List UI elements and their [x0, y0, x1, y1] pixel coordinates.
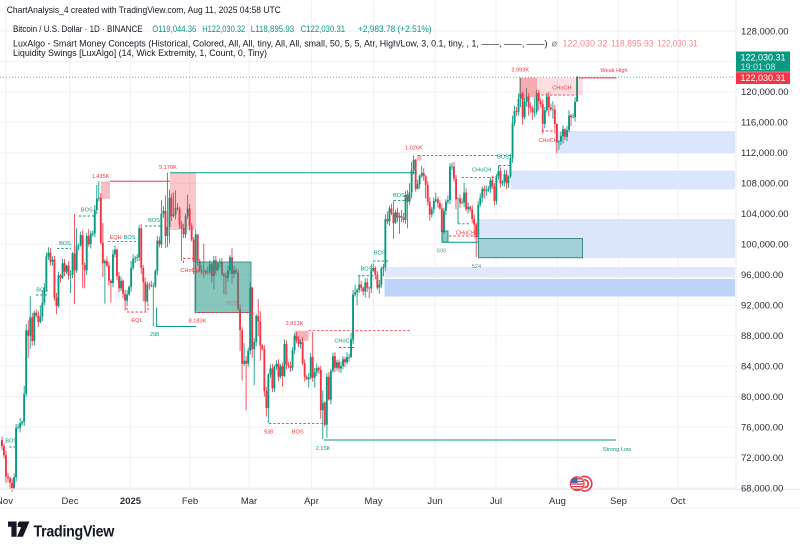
svg-text:108,000.00: 108,000.00 — [741, 179, 789, 190]
svg-text:8.183K: 8.183K — [189, 319, 207, 325]
svg-text:Jul: Jul — [490, 496, 502, 507]
svg-text:122,030.31: 122,030.31 — [657, 38, 698, 49]
svg-text:+2,983.78 (+2.51%): +2,983.78 (+2.51%) — [358, 24, 432, 35]
svg-text:122,030.31: 122,030.31 — [741, 53, 786, 63]
svg-text:Apr: Apr — [304, 496, 319, 507]
svg-text:96,000.00: 96,000.00 — [741, 270, 783, 281]
svg-text:BOS: BOS — [124, 235, 136, 241]
svg-text:118,895.93: 118,895.93 — [611, 38, 654, 49]
svg-text:BOS: BOS — [393, 193, 405, 199]
svg-text:CHoCH: CHoCH — [456, 231, 475, 237]
svg-text:L118,895.93: L118,895.93 — [251, 24, 295, 35]
svg-text:80,000.00: 80,000.00 — [741, 392, 783, 403]
svg-text:BOS: BOS — [497, 155, 509, 161]
svg-text:CHoCH: CHoCH — [552, 86, 571, 92]
svg-text:Nov: Nov — [0, 496, 13, 507]
svg-text:BOS: BOS — [81, 208, 93, 214]
svg-text:CHoCH: CHoCH — [472, 168, 491, 174]
svg-text:2.15K: 2.15K — [316, 446, 331, 452]
svg-text:104,000.00: 104,000.00 — [741, 209, 789, 220]
svg-text:EQL: EQL — [131, 318, 142, 324]
svg-text:Sep: Sep — [610, 496, 627, 507]
svg-text:76,000.00: 76,000.00 — [741, 422, 783, 433]
svg-text:1.026K: 1.026K — [405, 146, 423, 152]
svg-text:Bitcoin / U.S. Dollar · 1D · B: Bitcoin / U.S. Dollar · 1D · BINANCE — [13, 24, 143, 35]
svg-text:1.435K: 1.435K — [92, 174, 110, 180]
svg-text:2.813K: 2.813K — [286, 321, 304, 327]
svg-text:2025: 2025 — [120, 496, 142, 507]
svg-text:CHoCH: CHoCH — [180, 268, 199, 274]
svg-text:H122,030.32: H122,030.32 — [202, 24, 245, 35]
svg-text:LuxAlgo - Smart Money Concepts: LuxAlgo - Smart Money Concepts (Historic… — [13, 38, 548, 49]
svg-text:100,000.00: 100,000.00 — [741, 240, 789, 251]
svg-text:68,000.00: 68,000.00 — [741, 483, 783, 494]
svg-text:Jun: Jun — [427, 496, 442, 507]
svg-text:506: 506 — [437, 249, 446, 255]
svg-text:Liquidity Swings [LuxAlgo] (14: Liquidity Swings [LuxAlgo] (14, Wick Ext… — [13, 48, 267, 59]
svg-text:19:01:08: 19:01:08 — [741, 62, 776, 72]
svg-text:C122,030.31: C122,030.31 — [301, 24, 346, 35]
svg-text:116,000.00: 116,000.00 — [741, 118, 788, 129]
svg-text:CHoCH: CHoCH — [538, 138, 557, 144]
svg-text:112,000.00: 112,000.00 — [741, 148, 788, 159]
svg-text:524: 524 — [472, 264, 481, 270]
svg-text:88,000.00: 88,000.00 — [741, 331, 783, 342]
svg-text:TradingView: TradingView — [34, 524, 116, 541]
svg-text:Dec: Dec — [62, 496, 79, 507]
svg-text:Strong Low: Strong Low — [603, 447, 632, 453]
svg-text:BOS: BOS — [361, 267, 373, 273]
svg-text:ChartAnalysis_4 created with T: ChartAnalysis_4 created with TradingView… — [7, 5, 281, 16]
svg-text:BOS: BOS — [59, 241, 71, 247]
svg-text:BOS: BOS — [5, 439, 17, 445]
svg-text:92,000.00: 92,000.00 — [741, 301, 783, 312]
svg-text:122,030.32: 122,030.32 — [563, 38, 608, 49]
svg-text:O119,044.36: O119,044.36 — [152, 24, 196, 35]
svg-text:BOS: BOS — [227, 301, 239, 307]
svg-text:ø: ø — [552, 38, 558, 49]
svg-text:Feb: Feb — [182, 496, 198, 507]
svg-text:5.170K: 5.170K — [159, 165, 177, 171]
svg-text:298: 298 — [150, 332, 159, 338]
svg-text:CHoCH: CHoCH — [334, 338, 353, 344]
svg-text:BOS: BOS — [36, 287, 48, 293]
svg-text:BOS: BOS — [292, 430, 304, 436]
svg-text:120,000.00: 120,000.00 — [741, 87, 789, 98]
svg-text:BOS: BOS — [148, 218, 160, 224]
svg-text:72,000.00: 72,000.00 — [741, 453, 783, 464]
svg-text:122,030.31: 122,030.31 — [741, 73, 786, 83]
svg-text:EQH: EQH — [110, 235, 122, 241]
svg-text:938: 938 — [264, 430, 273, 436]
svg-text:84,000.00: 84,000.00 — [741, 361, 783, 372]
svg-text:May: May — [365, 496, 383, 507]
svg-text:BOS: BOS — [374, 250, 386, 256]
svg-text:Mar: Mar — [241, 496, 257, 507]
svg-text:Aug: Aug — [549, 496, 566, 507]
svg-text:Oct: Oct — [671, 496, 686, 507]
svg-text:Weak High: Weak High — [600, 68, 627, 74]
svg-text:128,000.00: 128,000.00 — [741, 26, 789, 37]
svg-text:2.993K: 2.993K — [511, 67, 529, 73]
